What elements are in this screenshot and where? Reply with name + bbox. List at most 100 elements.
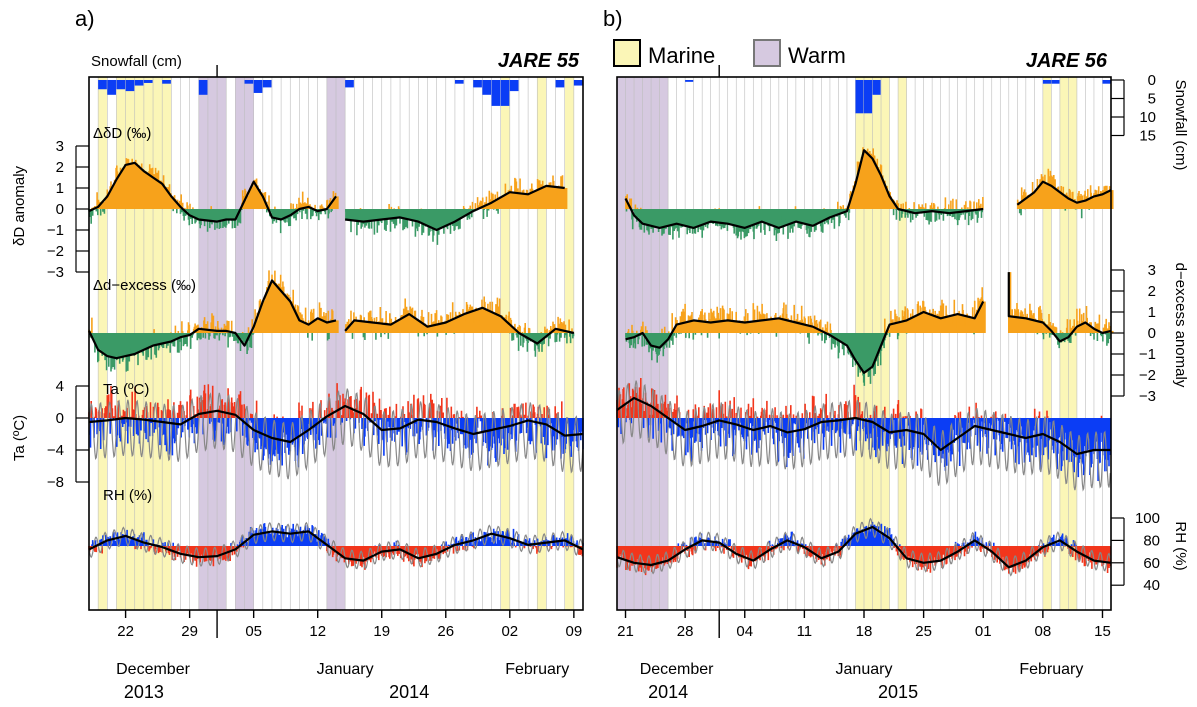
- marine-period: [898, 77, 907, 610]
- panel-frame: [88, 76, 584, 611]
- snowfall-bar: [253, 80, 263, 93]
- ta-smooth-line: [88, 404, 584, 444]
- panel-a: 22 29 05 12 19 26 02 09 December January February 2…: [75, 6, 584, 702]
- dD-area: [464, 209, 467, 217]
- year-label: 2013: [124, 682, 164, 702]
- dD-area: [947, 209, 950, 213]
- snowfall-bar: [98, 80, 107, 90]
- dx-area: [676, 324, 680, 333]
- dD-tick-label: 1: [56, 180, 64, 197]
- dx-area: [555, 328, 559, 333]
- dD-area: [1087, 199, 1091, 209]
- snowfall-axis-title: Snowfall (cm): [1172, 80, 1189, 171]
- snowfall-bar: [454, 80, 464, 84]
- snowfall-bar: [855, 80, 864, 114]
- x-tick-label: 28: [677, 623, 694, 640]
- dx-area: [512, 326, 515, 333]
- snowfall-bar: [1042, 80, 1051, 84]
- dD-area: [944, 209, 948, 213]
- dx-smooth-line: [625, 272, 1112, 374]
- dx-area: [395, 321, 399, 333]
- dx-area: [528, 333, 531, 339]
- snowfall-bar: [262, 80, 272, 88]
- marine-period: [564, 77, 574, 610]
- month-label: January: [317, 661, 374, 678]
- x-tick-label: 12: [309, 623, 326, 640]
- dD-area: [1111, 190, 1114, 209]
- snowfall-bar: [509, 80, 519, 92]
- dD-area: [634, 209, 637, 216]
- snowfall-bar: [198, 80, 208, 95]
- x-tick-label: 19: [373, 623, 390, 640]
- dD-area: [482, 206, 486, 209]
- rh-tick-label: 40: [1143, 577, 1160, 594]
- year-label: 2014: [648, 682, 688, 702]
- dD-tick-label: 3: [56, 138, 64, 155]
- month-label: February: [505, 661, 569, 678]
- snowfall-bar: [555, 80, 565, 88]
- dD-area: [336, 196, 339, 209]
- year-label: 2015: [878, 682, 918, 702]
- dD-area: [921, 209, 925, 213]
- snowfall-tick-label: 0: [1148, 72, 1156, 89]
- dx-tick-label: 2: [1148, 283, 1156, 300]
- snowfall-tick-label: 5: [1148, 91, 1156, 108]
- snowfall-bar: [345, 80, 354, 88]
- dx-area: [523, 333, 527, 336]
- inner-label-snowfall: Snowfall (cm): [91, 53, 182, 70]
- snowfall-bar: [162, 80, 171, 84]
- month-label: December: [640, 661, 714, 678]
- ta-raw-line: [616, 380, 1111, 492]
- station-label: JARE 55: [498, 50, 580, 72]
- snowfall-bar: [864, 80, 873, 114]
- ta-tick-label: −4: [47, 442, 64, 459]
- x-tick-label: 26: [437, 623, 454, 640]
- ta-raw-line: [88, 388, 584, 480]
- x-tick-label: 22: [117, 623, 134, 640]
- x-tick-label: 29: [181, 623, 198, 640]
- marine-period: [1042, 77, 1052, 610]
- dx-area: [477, 309, 481, 333]
- dD-tick-label: −2: [47, 243, 64, 260]
- panel-letter: a): [75, 6, 95, 31]
- dD-area: [912, 209, 916, 213]
- rh-tick-label: 60: [1143, 555, 1160, 572]
- dD-tick-label: 2: [56, 159, 64, 176]
- snowfall-bar: [685, 80, 694, 82]
- dx-area: [983, 301, 986, 333]
- dx-area: [336, 320, 339, 333]
- snowfall-bar: [491, 80, 501, 106]
- snowfall-bar: [107, 80, 116, 95]
- inner-label-ta: Ta (ºC): [103, 381, 149, 398]
- snowfall-bar: [244, 80, 254, 84]
- dx-area: [198, 328, 202, 333]
- dx-tick-label: 0: [1148, 325, 1156, 342]
- snowfall-tick-label: 15: [1139, 128, 1156, 145]
- dx-area: [1074, 329, 1078, 333]
- panel-letter: b): [603, 6, 623, 31]
- dx-tick-label: −1: [1139, 346, 1156, 363]
- snowfall-tick-label: 10: [1139, 109, 1156, 126]
- dx-tick-label: 1: [1148, 304, 1156, 321]
- dx-smooth-line: [88, 279, 575, 360]
- inner-label-rh: RH (%): [103, 487, 152, 504]
- dD-area: [486, 204, 490, 209]
- legend-warm-swatch: [753, 39, 781, 67]
- dD-tick-label: −3: [47, 264, 64, 281]
- left-axes: δD anomaly Ta (ºC) 3 2 1 0 −1 −2 −3 4 0 −4 −8: [11, 138, 89, 491]
- x-tick-label: 15: [1094, 623, 1111, 640]
- legend-marine-swatch: [613, 39, 641, 67]
- ta-smooth-line: [616, 396, 1111, 456]
- dD-area: [409, 209, 412, 220]
- dD-area: [919, 209, 922, 213]
- dD-axis-title: δD anomaly: [11, 165, 28, 246]
- x-tick-label: 04: [736, 623, 753, 640]
- dD-area: [936, 209, 939, 212]
- x-tick-label: 25: [915, 623, 932, 640]
- legend-warm-label: Warm: [788, 43, 846, 68]
- station-label: JARE 56: [1026, 50, 1108, 72]
- right-axes: Snowfall (cm) d−excess anomaly RH (%) 0 5…: [1111, 72, 1189, 594]
- legend: Marine Warm: [613, 39, 846, 68]
- ta-tick-label: 0: [56, 410, 64, 427]
